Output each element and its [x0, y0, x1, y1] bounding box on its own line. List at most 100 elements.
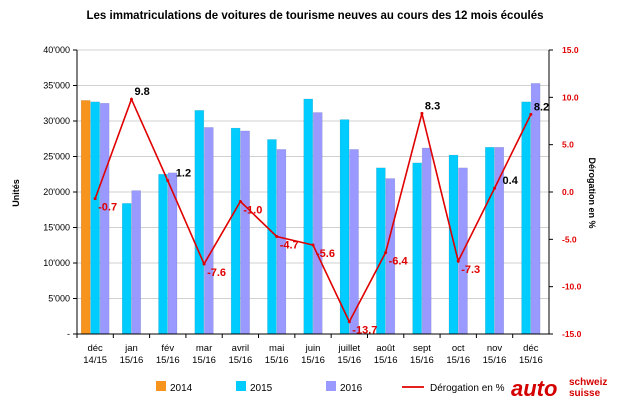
deviation-label: -7.6 — [207, 267, 226, 279]
x-tick-label-year: 15/16 — [301, 355, 325, 366]
logo-line1: schweiz — [569, 377, 607, 388]
deviation-label: 8.3 — [425, 100, 440, 112]
x-tick-label-year: 15/16 — [337, 355, 361, 366]
deviation-point — [166, 179, 170, 183]
x-tick-label: déc — [87, 343, 103, 354]
x-tick-label-year: 15/16 — [374, 355, 398, 366]
legend-swatch-2016 — [326, 381, 336, 391]
deviation-point — [420, 111, 424, 115]
deviation-point — [493, 186, 497, 190]
y2-tick-label: 0.0 — [562, 187, 574, 197]
bar-2016 — [530, 83, 541, 335]
y2-tick-label: -5.0 — [562, 234, 577, 244]
y2-tick-label: -15.0 — [562, 329, 582, 339]
data-labels: -0.7 9.8 1.2 -7.6 -1.0 -4.7 -5.6 -13.7 -6.4 8.3 -7… — [98, 86, 549, 336]
chart-title: Les immatriculations de voitures de tour… — [87, 10, 544, 22]
bar-2015 — [412, 162, 422, 335]
y2-tick-label: 15.0 — [562, 45, 579, 55]
deviation-line — [93, 97, 533, 324]
y-tick-label: 10'000 — [43, 258, 70, 268]
deviation-label: -0.7 — [98, 202, 117, 214]
y-tick-label: 30'000 — [43, 116, 70, 126]
logo-line2: suisse — [569, 388, 601, 399]
y-tick-label: - — [67, 329, 70, 339]
deviation-point — [93, 197, 97, 201]
bar-2015 — [303, 98, 313, 335]
x-tick-label: août — [376, 343, 395, 354]
deviation-point — [202, 262, 206, 266]
deviation-label: 8.2 — [534, 101, 549, 113]
y-tick-label: 40'000 — [43, 45, 70, 55]
x-tick-label-year: 15/16 — [265, 355, 289, 366]
y-tick-label: 25'000 — [43, 152, 70, 162]
deviation-point — [238, 199, 242, 203]
deviation-label: -4.7 — [280, 239, 299, 251]
x-tick-label-year: 15/16 — [228, 355, 252, 366]
x-tick-label: sept — [413, 343, 431, 354]
bar-2015 — [230, 127, 241, 335]
y2-axis-label: Dérogation en % — [587, 157, 597, 228]
deviation-point — [129, 97, 133, 101]
legend-label: Dérogation en % — [430, 383, 505, 394]
gridlines — [77, 49, 549, 299]
x-tick-label-year: 15/16 — [446, 355, 470, 366]
bar-2015 — [267, 139, 277, 335]
x-tick-label-year: 15/16 — [519, 355, 543, 366]
x-tick-label: nov — [487, 343, 503, 354]
bar-2016 — [421, 147, 432, 335]
deviation-point — [275, 234, 279, 238]
x-tick-label: fév — [161, 343, 174, 354]
bar-2015 — [90, 101, 100, 335]
x-tick-label-year: 14/15 — [83, 355, 107, 366]
y-tick-label: 35'000 — [43, 81, 70, 91]
bar-2016 — [313, 112, 323, 335]
deviation-point — [311, 243, 315, 247]
x-tick-label: déc — [523, 343, 539, 354]
y-axis-label: Unités — [11, 179, 21, 207]
deviation-point — [529, 112, 533, 116]
y2-tick-label: 10.0 — [562, 92, 579, 102]
y-tick-label: 20'000 — [43, 187, 70, 197]
deviation-label: -7.3 — [461, 264, 480, 276]
x-tick-label: avril — [232, 343, 249, 354]
deviation-point — [456, 259, 460, 263]
bar-2015 — [485, 147, 495, 335]
legend-swatch-2015 — [236, 381, 246, 391]
x-tick-label-year: 15/16 — [120, 355, 144, 366]
bar-2015 — [521, 101, 531, 335]
y2-tick-label: -10.0 — [562, 282, 582, 292]
y-tick-label: 5'000 — [48, 294, 70, 304]
y-tick-label: 15'000 — [43, 223, 70, 233]
legend-label: 2014 — [170, 383, 193, 394]
x-tick-label: juillet — [337, 343, 360, 354]
legend-swatch-2014 — [156, 381, 166, 391]
x-tick-label: mar — [196, 343, 212, 354]
logo: auto schweiz suisse — [511, 376, 607, 401]
y2-tick-label: 5.0 — [562, 140, 574, 150]
deviation-point — [347, 320, 351, 324]
bar-2015 — [158, 174, 168, 335]
deviation-label: -6.4 — [389, 256, 409, 268]
x-tick-label: juin — [305, 343, 321, 354]
bar-2014 — [80, 100, 91, 335]
deviation-label: -5.6 — [316, 248, 335, 260]
bar-2016 — [99, 103, 110, 335]
x-tick-label-year: 15/16 — [483, 355, 507, 366]
logo-main: auto — [511, 376, 557, 401]
deviation-label: 1.2 — [176, 168, 191, 180]
deviation-label: 0.4 — [503, 175, 519, 187]
x-tick-label-year: 15/16 — [156, 355, 180, 366]
bar-2015 — [121, 203, 132, 335]
deviation-point — [384, 251, 388, 255]
axes: - 5'000 10'000 15'000 20'000 25'000 30'000 35'0… — [43, 45, 581, 366]
x-tick-label-year: 15/16 — [192, 355, 216, 366]
bar-2016 — [204, 127, 214, 335]
bar-2016 — [131, 190, 141, 335]
bar-2015 — [194, 110, 205, 335]
bar-2015 — [376, 167, 386, 335]
legend: 2014 2015 2016 Dérogation en % — [156, 381, 505, 394]
legend-label: 2016 — [340, 383, 363, 394]
deviation-label: -13.7 — [352, 325, 377, 337]
deviation-label: -1.0 — [243, 204, 262, 216]
